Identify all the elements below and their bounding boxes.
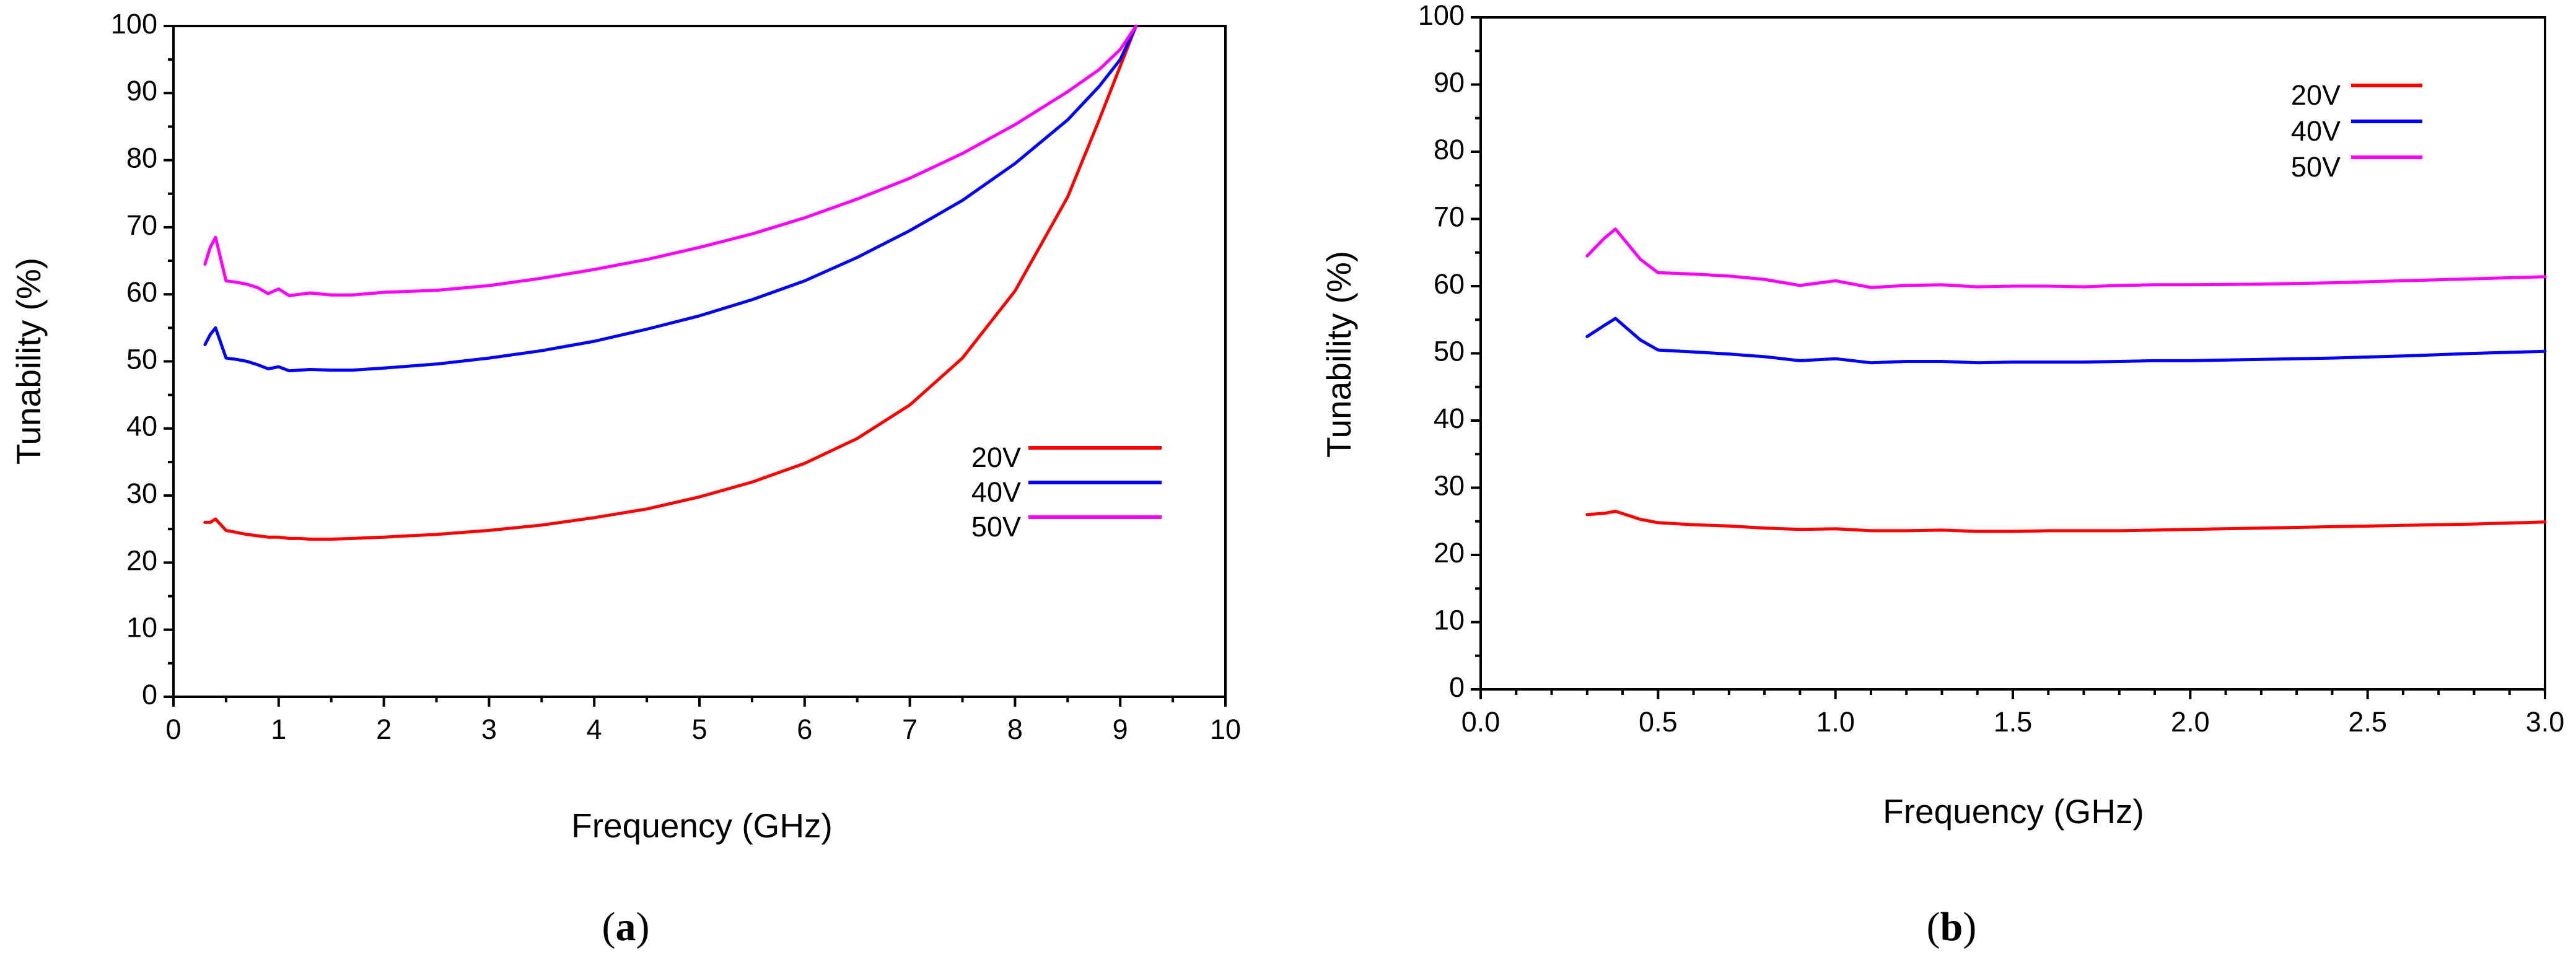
- panel-a-series: [203, 24, 1138, 541]
- y-tick-label: 60: [126, 276, 157, 308]
- panel-a-y-tick-labels: 0 10 20 30 40 50 60 70 80 90 100: [111, 8, 157, 710]
- y-tick-label: 40: [1434, 403, 1465, 434]
- y-tick-label: 80: [1434, 134, 1465, 165]
- panel-a-caption: (a): [602, 904, 650, 949]
- legend-item: 40V: [2291, 115, 2422, 147]
- legend-label: 40V: [2291, 115, 2341, 147]
- x-tick-label: 2.0: [2171, 706, 2210, 738]
- x-tick-label: 1.5: [1994, 706, 2033, 738]
- panel-b-x-axis-title: Frequency (GHz): [1883, 792, 2144, 831]
- series-line-20V: [203, 24, 1138, 541]
- legend-item: 20V: [2291, 79, 2422, 111]
- x-tick-label: 0: [165, 713, 181, 745]
- panel-b-ticks: [1471, 16, 2546, 699]
- panel-b-x-tick-labels: 0.0 0.5 1.0 1.5 2.0 2.5 3.0: [1461, 706, 2565, 738]
- y-tick-label: 70: [1434, 201, 1465, 232]
- legend-item: 50V: [971, 511, 1162, 543]
- legend-label: 50V: [971, 511, 1021, 543]
- panel-b-series: [1585, 227, 2547, 533]
- x-tick-label: 7: [902, 713, 918, 745]
- panel-b-caption: (b): [1927, 904, 1977, 949]
- y-tick-label: 70: [126, 209, 157, 241]
- caption-letter: a: [616, 904, 636, 949]
- caption-paren-close: ): [1963, 904, 1976, 949]
- x-tick-label: 5: [691, 713, 707, 745]
- panel-a-x-axis-title: Frequency (GHz): [571, 806, 833, 845]
- x-tick-label: 3: [481, 713, 497, 745]
- x-tick-label: 2: [376, 713, 392, 745]
- legend-item: 50V: [2291, 151, 2422, 183]
- x-tick-label: 8: [1007, 713, 1023, 745]
- y-tick-label: 90: [126, 75, 157, 107]
- panel-b-y-axis-title: Tunability (%): [1320, 251, 1358, 458]
- y-tick-label: 40: [126, 411, 157, 442]
- panel-a-y-axis-title: Tunability (%): [9, 258, 48, 465]
- panel-a-chart: 0 1 2 3 4 5 6 7 8 9 10 0 10 20 30 40 50 60 70 80 90 100 Freq…: [9, 8, 1241, 949]
- legend-item: 40V: [971, 476, 1162, 508]
- x-tick-label: 10: [1210, 713, 1241, 745]
- y-tick-label: 0: [1449, 671, 1465, 703]
- x-tick-label: 0.0: [1461, 706, 1500, 738]
- y-tick-label: 100: [1418, 0, 1465, 31]
- x-tick-label: 6: [797, 713, 812, 745]
- panel-a-ticks: [164, 25, 1227, 707]
- x-tick-label: 9: [1113, 713, 1128, 745]
- caption-paren-close: ): [636, 904, 650, 949]
- panel-b-y-tick-labels: 0 10 20 30 40 50 60 70 80 90 100: [1418, 0, 1465, 703]
- legend-label: 20V: [971, 442, 1021, 473]
- series-line-50V: [1585, 227, 2547, 289]
- x-tick-label: 2.5: [2348, 706, 2387, 738]
- caption-paren-open: (: [1927, 904, 1940, 949]
- panel-a-legend: 20V 40V 50V: [971, 442, 1162, 543]
- y-tick-label: 50: [126, 343, 157, 375]
- y-tick-label: 30: [1434, 469, 1465, 501]
- y-tick-label: 30: [126, 478, 157, 509]
- x-tick-label: 1.0: [1816, 706, 1855, 738]
- panel-a-x-tick-labels: 0 1 2 3 4 5 6 7 8 9 10: [165, 713, 1241, 745]
- panel-b-chart: 0.0 0.5 1.0 1.5 2.0 2.5 3.0 0 10 20 30 40 50 60 70 80 9…: [1320, 0, 2564, 949]
- series-line-40V: [203, 24, 1138, 373]
- series-line-50V: [203, 24, 1138, 297]
- y-tick-label: 80: [126, 142, 157, 173]
- y-tick-label: 50: [1434, 335, 1465, 367]
- y-tick-label: 0: [142, 679, 157, 710]
- y-tick-label: 90: [1434, 66, 1465, 98]
- caption-letter: b: [1940, 904, 1963, 949]
- x-tick-label: 4: [587, 713, 602, 745]
- y-tick-label: 60: [1434, 268, 1465, 300]
- x-tick-label: 3.0: [2526, 706, 2565, 738]
- y-tick-label: 20: [126, 544, 157, 576]
- x-tick-label: 1: [271, 713, 286, 745]
- y-tick-label: 100: [111, 8, 157, 40]
- panel-b-legend: 20V 40V 50V: [2291, 79, 2422, 183]
- y-tick-label: 20: [1434, 537, 1465, 569]
- caption-paren-open: (: [602, 904, 616, 949]
- series-line-40V: [1585, 316, 2547, 365]
- legend-label: 50V: [2291, 151, 2341, 183]
- y-tick-label: 10: [1434, 604, 1465, 635]
- legend-label: 20V: [2291, 79, 2341, 111]
- y-tick-label: 10: [126, 612, 157, 644]
- legend-item: 20V: [971, 442, 1162, 473]
- x-tick-label: 0.5: [1639, 706, 1678, 738]
- legend-label: 40V: [971, 476, 1021, 508]
- series-line-20V: [1585, 510, 2547, 533]
